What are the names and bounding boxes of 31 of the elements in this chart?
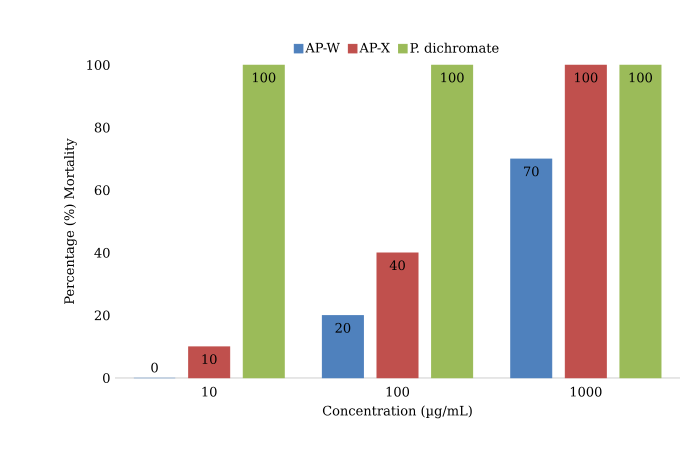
data-label: 70 <box>524 166 539 176</box>
data-label: 0 <box>151 362 158 372</box>
data-label: 100 <box>441 72 464 82</box>
y-tick-label: 0 <box>103 373 110 383</box>
y-axis-title: Percentage (%) Mortality <box>64 138 77 304</box>
bar <box>188 346 230 378</box>
legend-label: AP-X <box>359 42 390 52</box>
y-tick-label: 80 <box>94 122 110 133</box>
x-axis-title: Concentration (µg/mL) <box>322 405 472 418</box>
bar <box>510 158 552 378</box>
data-label: 10 <box>202 354 217 364</box>
data-label: 100 <box>252 72 276 82</box>
x-tick-label: 1000 <box>570 386 602 397</box>
y-tick-label: 100 <box>87 60 110 70</box>
bar <box>242 64 285 378</box>
bar <box>431 64 474 378</box>
bar <box>564 64 607 378</box>
y-tick-label: 20 <box>94 310 110 320</box>
bar <box>619 64 662 378</box>
data-label: 100 <box>575 72 598 82</box>
data-label: 100 <box>630 72 652 82</box>
bar <box>322 315 364 378</box>
bar <box>376 252 419 378</box>
y-tick-label: 40 <box>94 248 110 258</box>
x-tick-label: 100 <box>386 386 410 397</box>
legend-label: AP-W <box>305 42 340 52</box>
legend-label: P. dichromate <box>410 42 499 53</box>
data-label: 20 <box>335 322 350 333</box>
x-tick-label: 10 <box>202 386 217 397</box>
data-label: 40 <box>390 260 405 270</box>
y-tick-label: 60 <box>94 185 110 196</box>
